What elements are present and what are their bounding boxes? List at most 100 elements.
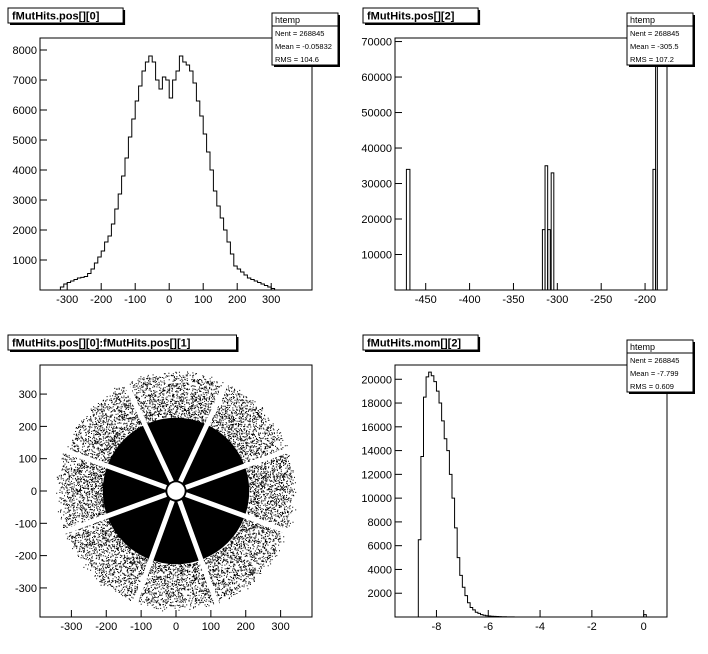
histogram-bin	[162, 77, 165, 290]
histogram-bin	[135, 101, 138, 290]
scatter-center-hole	[167, 482, 185, 500]
axes: -450 -400 -350 -300 -250 -200 10000 20000 30000 4…	[361, 37, 656, 306]
y-tick-label: 2000	[368, 588, 392, 600]
x-tick-label: 300	[271, 621, 289, 633]
y-tick-label: 7000	[13, 75, 37, 87]
histogram-bin	[224, 230, 227, 290]
histogram-bin	[547, 229, 551, 290]
histogram-bin	[196, 101, 199, 290]
x-tick-label: -6	[483, 621, 493, 633]
x-tick-label: -200	[90, 294, 112, 306]
histogram-bin	[237, 269, 240, 290]
histogram-bin	[264, 286, 267, 291]
histogram-bin	[462, 587, 465, 617]
histogram-bin	[423, 397, 426, 617]
y-tick-label: 50000	[361, 108, 392, 120]
histogram-bin	[132, 119, 135, 290]
histogram-bin	[550, 172, 555, 290]
scatter-gap-5	[57, 445, 168, 490]
x-tick-label: -350	[502, 294, 524, 306]
histogram-bin	[457, 558, 460, 617]
plot-frame	[39, 37, 313, 291]
histogram-bin	[156, 80, 159, 290]
histogram-bin	[234, 266, 237, 290]
histogram-bin	[241, 272, 244, 290]
stats-name: htemp	[630, 15, 655, 25]
y-tick-label: 1000	[13, 255, 37, 267]
axes: -8 -6 -4 -2 0 2000 4000 6000 8000 10000 12000 14000…	[361, 374, 646, 633]
y-tick-label: -200	[15, 551, 37, 563]
scatter-gap-7	[130, 500, 175, 610]
data-layer	[56, 371, 297, 612]
histogram-bin	[544, 165, 549, 290]
histogram-bin	[200, 116, 203, 290]
histogram-bin	[94, 263, 97, 290]
histogram-bin	[491, 616, 494, 617]
title-box	[362, 334, 479, 351]
histogram-bin	[77, 278, 80, 290]
histogram-bin	[655, 38, 658, 290]
chart-panel-1: -300 -200 -100 0 100 200 300 1000 2000 3000 4000 50…	[7, 7, 340, 306]
title-box	[7, 334, 237, 351]
axes: -300 -200 -100 0 100 200 300 1000 2000 3000 4000 50…	[13, 45, 281, 306]
y-tick-label: 40000	[361, 143, 392, 155]
y-tick-label: 6000	[368, 541, 392, 553]
histogram-bin	[449, 474, 452, 617]
histogram-bin	[261, 284, 264, 290]
y-tick-label: 10000	[361, 493, 392, 505]
histogram-bin	[213, 191, 216, 290]
x-tick-label: 100	[202, 621, 220, 633]
y-tick-label: 6000	[13, 105, 37, 117]
histogram-bin	[74, 280, 77, 291]
data-layer	[405, 38, 658, 290]
y-tick-label: 4000	[368, 564, 392, 576]
histogram-bin	[254, 281, 257, 290]
histogram-bin	[152, 62, 155, 290]
chart-title: fMutHits.pos[][0]:fMutHits.pos[][1]	[12, 338, 191, 350]
histogram-bin	[258, 283, 261, 291]
histogram-bin	[473, 610, 476, 617]
histogram-bin	[475, 612, 478, 617]
title-box	[7, 7, 124, 24]
histogram-bin	[493, 616, 496, 617]
x-tick-label: -200	[95, 621, 117, 633]
x-tick-label: 0	[173, 621, 179, 633]
y-tick-label: 16000	[361, 422, 392, 434]
stats-box	[626, 12, 694, 66]
scatter-gap-4	[120, 376, 174, 483]
histogram-bin	[193, 83, 196, 290]
y-tick-label: 60000	[361, 72, 392, 84]
x-tick-label: -400	[459, 294, 481, 306]
stats-box	[271, 12, 339, 66]
plot-frame	[394, 364, 668, 618]
histogram-bin	[418, 540, 421, 617]
x-tick-label: 0	[166, 294, 172, 306]
histogram-bin	[139, 86, 142, 290]
stats-line: RMS = 107.2	[630, 55, 674, 64]
histogram-bin	[244, 275, 247, 290]
histogram-bin	[436, 391, 439, 617]
histogram-bin	[173, 80, 176, 290]
histogram-bin	[60, 287, 63, 290]
histogram-bin	[468, 603, 471, 617]
histogram-line	[415, 371, 520, 617]
y-tick-label: 20000	[361, 214, 392, 226]
histogram-bin	[470, 607, 473, 617]
histogram-bin	[442, 421, 445, 617]
stats-box	[626, 339, 694, 393]
histogram-bin	[434, 382, 437, 617]
y-tick-label: 70000	[361, 37, 392, 49]
histogram-bin	[115, 209, 118, 290]
x-tick-label: 100	[194, 294, 212, 306]
y-tick-label: 300	[19, 389, 37, 401]
x-tick-label: -250	[590, 294, 612, 306]
histogram-bin	[210, 170, 213, 290]
axes: -300 -200 -100 0 100 200 300 -300 -200 -100 0 100 20…	[15, 389, 290, 633]
chart-title: fMutHits.mom[][2]	[367, 338, 461, 350]
histogram-bin	[455, 528, 458, 617]
histogram-bin	[91, 269, 94, 290]
histogram-bin	[271, 289, 274, 291]
histogram-bin	[84, 277, 87, 291]
y-tick-label: 8000	[368, 517, 392, 529]
y-tick-label: 4000	[13, 165, 37, 177]
